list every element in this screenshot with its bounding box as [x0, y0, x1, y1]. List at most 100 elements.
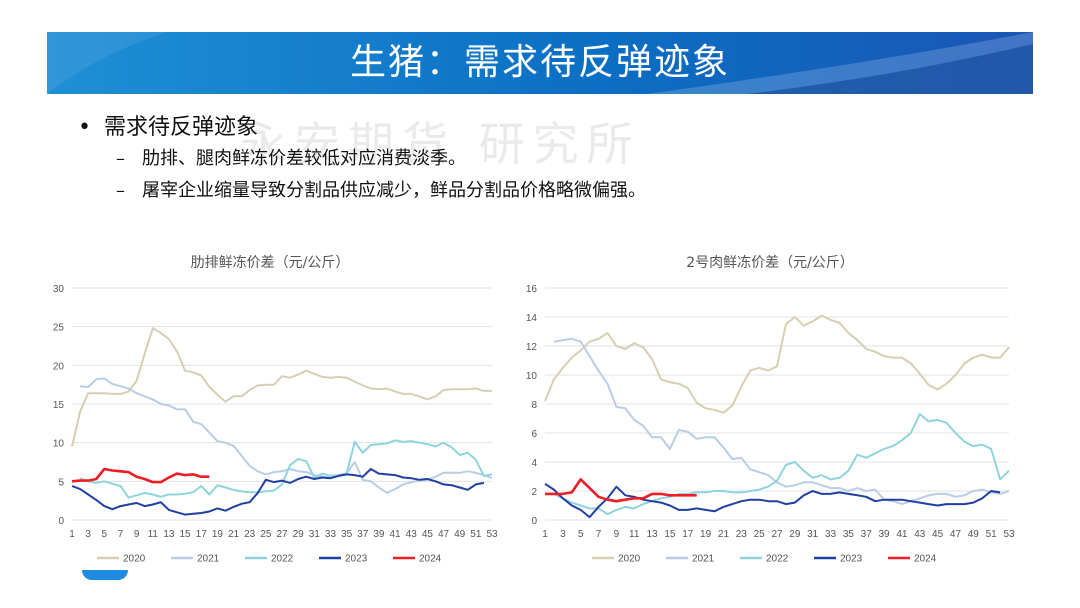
x-tick-label: 9 [614, 529, 620, 540]
bullet-main-text: 需求待反弹迹象 [104, 115, 259, 140]
x-tick-label: 29 [789, 529, 801, 540]
bullet-sub-1: – 肋排、腿肉鲜冻价差较低对应消费淡季。 [116, 143, 646, 175]
x-tick-label: 21 [718, 529, 730, 540]
bullet-dot-icon: • [78, 115, 91, 140]
x-tick-label: 5 [578, 529, 584, 540]
x-tick-label: 31 [807, 529, 819, 540]
x-tick-label: 19 [700, 529, 712, 540]
page-title: 生猪：需求待反弹迹象 [349, 42, 730, 83]
y-tick-label: 30 [53, 284, 65, 295]
legend-label-2022: 2022 [271, 554, 294, 565]
series-line-2022 [79, 439, 493, 499]
x-tick-label: 23 [244, 529, 256, 540]
x-tick-label: 31 [309, 529, 321, 540]
legend-label-2024: 2024 [419, 554, 442, 565]
legend-label-2024: 2024 [914, 554, 937, 565]
banner-swoosh-icon [47, 32, 1033, 94]
series-line-2024 [545, 478, 697, 503]
legend-label-2021: 2021 [197, 554, 220, 565]
chart-no2-meat-spread: 2号肉鲜冻价差（元/公斤） 0 2 4 6 8 10 12 14 16 1 3 5 7 9 11 13 15 17… [515, 248, 1025, 573]
x-tick-label: 41 [896, 529, 908, 540]
x-tick-label: 37 [861, 529, 873, 540]
bullet-sub-text-1: 肋排、腿肉鲜冻价差较低对应消费淡季。 [142, 148, 466, 169]
title-banner: 生猪：需求待反弹迹象 [47, 32, 1033, 94]
logo-arc-icon [82, 570, 128, 580]
x-tick-label: 51 [986, 529, 998, 540]
watermark-text: 永安期货 研究所 [240, 117, 641, 171]
y-tick-label: 0 [58, 516, 64, 527]
x-tick-label: 41 [390, 529, 402, 540]
x-tick-label: 3 [85, 529, 91, 540]
x-tick-label: 21 [228, 529, 240, 540]
x-tick-label: 11 [629, 529, 640, 540]
chart-rib-spread: 肋排鲜冻价差（元/公斤） 0 5 10 15 20 25 30 1 3 5 7 9 11 13 15 17 19… [40, 248, 500, 573]
legend-label-2022: 2022 [766, 554, 789, 565]
x-tick-label: 33 [825, 529, 837, 540]
x-tick-label: 13 [163, 529, 175, 540]
series-line-2022 [553, 413, 1010, 516]
x-tick-label: 51 [470, 529, 482, 540]
y-tick-label: 16 [526, 284, 538, 295]
y-tick-label: 14 [526, 313, 538, 324]
x-tick-label: 35 [843, 529, 855, 540]
x-tick-label: 37 [357, 529, 369, 540]
x-tick-label: 9 [134, 529, 140, 540]
y-tick-label: 8 [531, 400, 537, 411]
x-tick-label: 33 [325, 529, 337, 540]
x-tick-label: 27 [276, 529, 288, 540]
y-tick-label: 10 [526, 371, 538, 382]
x-tick-label: 43 [914, 529, 926, 540]
x-tick-label: 25 [754, 529, 766, 540]
series-line-2023 [71, 468, 485, 516]
x-tick-label: 1 [69, 529, 75, 540]
x-tick-label: 25 [260, 529, 272, 540]
y-tick-label: 12 [526, 342, 538, 353]
y-tick-label: 4 [531, 458, 537, 469]
legend-label-2021: 2021 [692, 554, 715, 565]
x-tick-label: 47 [438, 529, 450, 540]
y-tick-label: 6 [531, 429, 537, 440]
bullet-list: • 需求待反弹迹象 – 肋排、腿肉鲜冻价差较低对应消费淡季。 – 屠宰企业缩量导致分割… [78, 113, 646, 207]
x-tick-label: 45 [422, 529, 434, 540]
x-tick-label: 35 [341, 529, 353, 540]
x-tick-label: 23 [736, 529, 748, 540]
legend-label-2023: 2023 [345, 554, 368, 565]
x-tick-label: 3 [560, 529, 566, 540]
series-line-2024 [71, 467, 210, 484]
legend-label-2020: 2020 [123, 554, 146, 565]
series-line-2020 [71, 327, 492, 447]
legend-label-2023: 2023 [840, 554, 863, 565]
x-tick-label: 1 [542, 529, 548, 540]
series-line-2023 [544, 482, 1001, 519]
x-tick-label: 45 [932, 529, 944, 540]
y-tick-label: 15 [53, 400, 65, 411]
series-line-2020 [544, 314, 1010, 414]
y-tick-label: 0 [531, 516, 537, 527]
dash-icon: – [116, 180, 125, 201]
x-tick-label: 53 [1003, 529, 1015, 540]
x-tick-label: 49 [968, 529, 980, 540]
dash-icon: – [116, 148, 125, 169]
x-tick-label: 29 [293, 529, 305, 540]
x-tick-label: 7 [596, 529, 602, 540]
bullet-sub-text-2: 屠宰企业缩量导致分割品供应减少，鲜品分割品价格略微偏强。 [142, 180, 646, 201]
bullet-main: • 需求待反弹迹象 [78, 113, 646, 143]
y-tick-label: 25 [53, 323, 65, 334]
x-tick-label: 11 [148, 529, 159, 540]
x-tick-label: 13 [647, 529, 659, 540]
legend-label-2020: 2020 [618, 554, 641, 565]
x-tick-label: 39 [879, 529, 891, 540]
y-tick-label: 5 [58, 477, 64, 488]
y-tick-label: 10 [53, 439, 65, 450]
bullet-sub-2: – 屠宰企业缩量导致分割品供应减少，鲜品分割品价格略微偏强。 [116, 175, 646, 207]
x-tick-label: 39 [373, 529, 385, 540]
x-tick-label: 53 [486, 529, 498, 540]
chart-title: 2号肉鲜冻价差（元/公斤） [686, 255, 854, 271]
y-tick-label: 20 [53, 361, 65, 372]
x-tick-label: 43 [406, 529, 418, 540]
series-line-2021 [553, 337, 1010, 506]
x-tick-label: 47 [950, 529, 962, 540]
chart-title: 肋排鲜冻价差（元/公斤） [190, 255, 350, 271]
